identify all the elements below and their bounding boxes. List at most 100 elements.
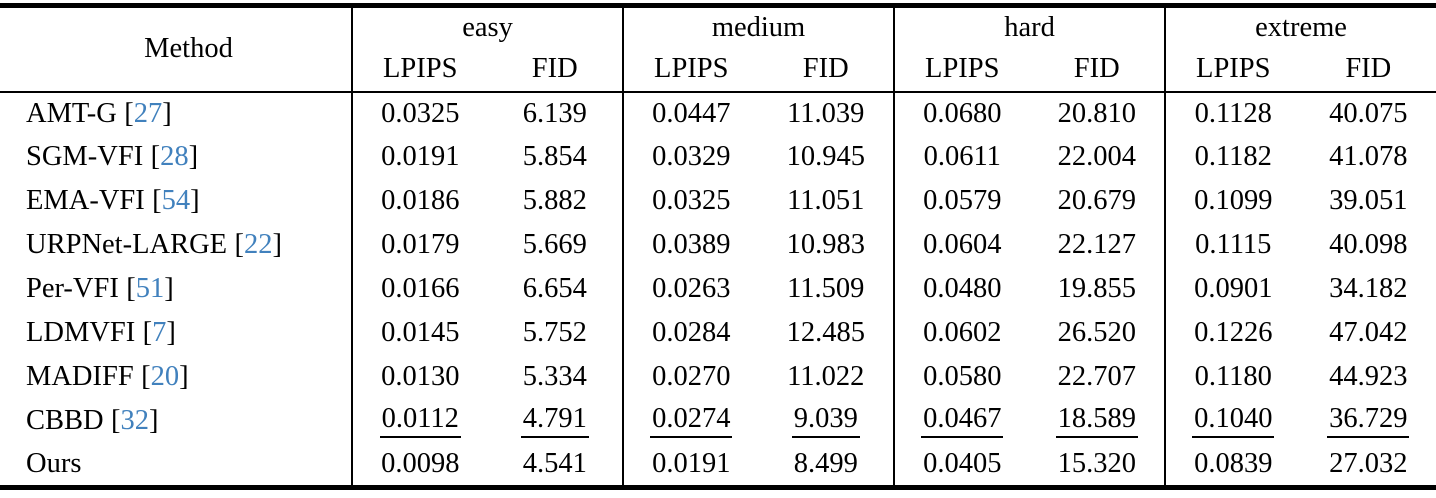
value-cell: 0.0405	[893, 443, 1030, 488]
value-cell: 4.541	[522, 448, 587, 479]
group-header-hard: hard	[893, 5, 1166, 48]
value-cell: 0.0284	[622, 311, 759, 356]
value-cell: 11.509	[787, 273, 865, 305]
metric-header-fid: FID	[758, 47, 895, 93]
method-cell: LDMVFI [7]	[0, 312, 352, 356]
cite-bracket-open: [	[111, 405, 121, 437]
value-cell: 0.0270	[622, 355, 759, 400]
value-cell: 0.1115	[1164, 223, 1301, 268]
group-header-easy: easy	[350, 5, 624, 48]
citation-link[interactable]: 20	[150, 361, 180, 393]
group-header-extreme: extreme	[1164, 5, 1436, 48]
table-row: URPNet-LARGE [22] 0.0179 5.669 0.0389 10.…	[0, 223, 1436, 268]
table-row: AMT-G [27] 0.0325 6.139 0.0447 11.039 0.0…	[0, 91, 1436, 136]
results-table: Method easy medium hard extreme LPIPS FI…	[0, 3, 1436, 490]
value-cell: 0.0325	[622, 179, 759, 224]
value-cell: 0.0166	[351, 267, 488, 312]
table-row: LDMVFI [7] 0.0145 5.752 0.0284 12.485 0.0…	[0, 311, 1436, 356]
value-cell: 10.945	[786, 141, 865, 173]
method-name: AMT-G	[26, 97, 117, 129]
method-cell: Per-VFI [51]	[0, 268, 352, 312]
value-cell: 34.182	[1329, 273, 1408, 305]
value-cell: 9.039	[759, 400, 895, 444]
value-cell: 0.0325	[351, 91, 488, 136]
table-row: SGM-VFI [28] 0.0191 5.854 0.0329 10.945 0…	[0, 135, 1436, 180]
table-row: Per-VFI [51] 0.0166 6.654 0.0263 11.509 0…	[0, 267, 1436, 312]
value-cell: 0.0680	[893, 91, 1030, 136]
value-cell: 0.0186	[351, 179, 488, 224]
value-cell: 0.0611	[893, 135, 1030, 180]
citation-link[interactable]: 51	[135, 273, 165, 305]
method-cell: SGM-VFI [28]	[0, 136, 352, 180]
table-row-ours: Ours 0.0098 4.541 0.0191 8.499 0.0405 15…	[0, 443, 1436, 488]
metric-header-fid: FID	[1300, 47, 1436, 93]
value-cell: 0.0191	[351, 135, 488, 180]
value-cell: 0.1040	[1164, 399, 1301, 444]
cite-bracket-open: [	[126, 273, 136, 305]
value-cell: 5.752	[522, 317, 587, 349]
cite-bracket-open: [	[142, 317, 153, 349]
value-cell: 6.139	[522, 97, 587, 129]
value-cell: 20.810	[1057, 97, 1136, 129]
method-cell: Ours	[0, 444, 352, 488]
table-row: MADIFF [20] 0.0130 5.334 0.0270 11.022 0.…	[0, 355, 1436, 400]
value-cell: 0.0179	[351, 223, 488, 268]
value-cell: 0.1128	[1164, 91, 1301, 136]
metric-header-lpips: LPIPS	[1164, 47, 1301, 93]
group-header-medium: medium	[622, 5, 895, 48]
citation-link[interactable]: 32	[120, 405, 150, 437]
value-cell: 0.0130	[351, 355, 488, 400]
value-cell: 19.855	[1057, 273, 1136, 305]
cite-bracket-close: ]	[149, 405, 159, 437]
method-name: MADIFF	[26, 361, 134, 393]
value-cell: 44.923	[1329, 361, 1408, 393]
cite-bracket-open: [	[124, 97, 134, 129]
value-cell: 11.022	[787, 361, 865, 393]
value-cell: 0.0447	[622, 91, 759, 136]
cite-bracket-close: ]	[272, 229, 282, 261]
value-cell: 40.075	[1329, 97, 1408, 129]
value-cell: 6.654	[522, 273, 587, 305]
method-name: Ours	[26, 448, 82, 479]
value-cell: 47.042	[1329, 317, 1408, 349]
value-cell: 0.1182	[1164, 135, 1301, 180]
method-cell: CBBD [32]	[0, 400, 352, 444]
value-cell: 0.0389	[622, 223, 759, 268]
method-name: SGM-VFI	[26, 141, 144, 173]
value-cell: 0.0145	[351, 311, 488, 356]
value-cell: 18.589	[1030, 400, 1166, 444]
metric-header-fid: FID	[1029, 47, 1166, 93]
cite-bracket-close: ]	[166, 317, 176, 349]
value-cell: 12.485	[786, 317, 865, 349]
value-cell: 36.729	[1301, 400, 1436, 444]
value-cell: 0.0191	[622, 443, 759, 488]
value-cell: 40.098	[1329, 229, 1408, 261]
metric-header-lpips: LPIPS	[351, 47, 488, 93]
value-cell: 11.039	[787, 97, 865, 129]
value-cell: 11.051	[787, 185, 865, 217]
value-cell: 39.051	[1329, 185, 1408, 217]
value-cell: 26.520	[1057, 317, 1136, 349]
value-cell: 0.1180	[1164, 355, 1301, 400]
citation-link[interactable]: 7	[152, 317, 167, 349]
citation-link[interactable]: 27	[133, 97, 163, 129]
value-cell: 0.0839	[1164, 443, 1301, 488]
metric-header-lpips: LPIPS	[893, 47, 1030, 93]
method-cell: AMT-G [27]	[0, 92, 352, 136]
citation-link[interactable]: 22	[243, 229, 273, 261]
value-cell: 4.791	[488, 400, 624, 444]
value-cell: 0.0098	[351, 443, 488, 488]
value-cell: 5.669	[522, 229, 587, 261]
value-cell: 0.0602	[893, 311, 1030, 356]
value-cell: 0.1226	[1164, 311, 1301, 356]
citation-link[interactable]: 28	[160, 141, 189, 173]
value-cell: 10.983	[786, 229, 865, 261]
citation-link[interactable]: 54	[161, 185, 191, 217]
cite-bracket-close: ]	[188, 141, 199, 173]
value-cell: 5.334	[522, 361, 587, 393]
method-cell: EMA-VFI [54]	[0, 180, 352, 224]
cite-bracket-close: ]	[162, 97, 172, 129]
cite-bracket-close: ]	[164, 273, 174, 305]
value-cell: 0.0112	[351, 399, 488, 444]
value-cell: 0.1099	[1164, 179, 1301, 224]
